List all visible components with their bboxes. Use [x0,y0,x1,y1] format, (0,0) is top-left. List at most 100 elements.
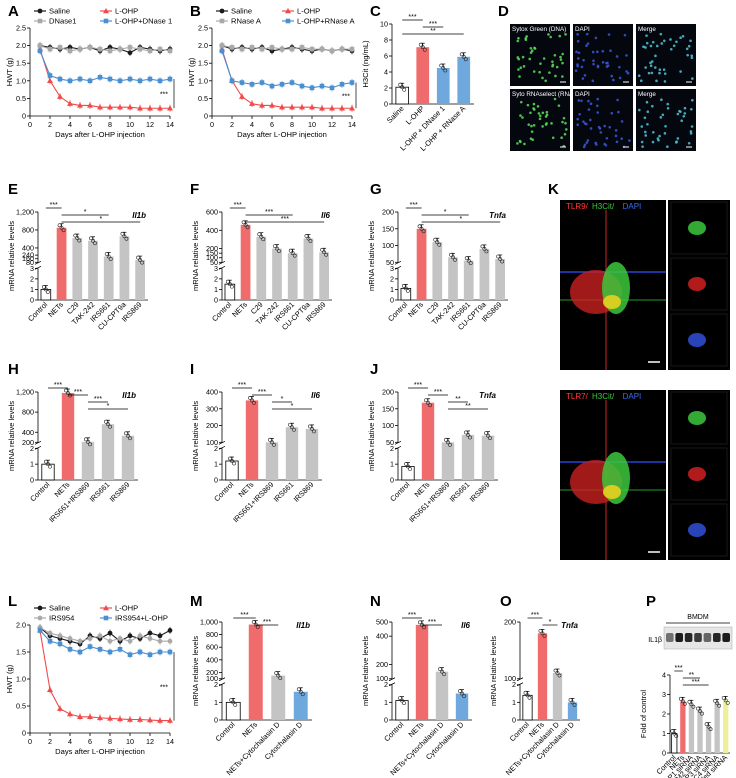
blot-band [675,633,683,642]
cell-signal [538,114,542,118]
replicate-dot [41,285,46,289]
data-point [319,105,325,111]
bar [81,441,95,480]
data-point [67,636,73,641]
bar [436,68,450,104]
cell-signal [656,137,660,140]
replicate-dot [680,699,685,704]
cell-signal [594,36,598,40]
data-point [167,48,173,54]
replicate-dot [525,693,530,698]
microscopy-D-tile: Merge [636,89,696,151]
replicate-dot [696,706,700,711]
bar [421,402,435,480]
cell-signal [576,39,580,43]
data-point [77,713,83,719]
bar [705,726,712,753]
western-protein-label: IL1β [648,637,662,644]
x-category-label: IRS869 [292,480,316,504]
data-point [97,647,103,652]
bar [225,701,241,721]
cell-signal [531,138,534,142]
replicate-dot [44,459,48,464]
data-point [47,46,53,52]
y-tick-label: 1 [30,285,34,294]
y-axis-label: mRNA relative levels [489,636,498,706]
cell-signal [603,124,606,128]
data-point [319,83,325,89]
replicate-dot [300,692,305,697]
replicate-dot [248,395,252,400]
k-title-part: TLR9/ [566,202,589,211]
y-tick-label: 100 [206,438,218,447]
panel-label-A: A [8,3,19,20]
panel-label-D: D [498,3,509,20]
k-title-part: H3Cit/ [592,392,615,401]
replicate-dot [253,622,258,627]
cell-signal [551,136,555,140]
bar [688,704,695,753]
cell-signal [687,141,691,145]
cell-signal [536,105,540,108]
replicate-dot [403,286,408,291]
y-tick-label: 1 [30,460,34,469]
y-tick-label: 1.5 [198,59,208,68]
data-point [167,638,173,644]
y-tick-label: 0 [30,476,34,485]
cell-signal [592,62,595,66]
microscopy-D-tile: DAPI [573,24,633,86]
data-point [127,716,133,722]
y-tick-label: 0 [30,296,34,305]
cell-signal [644,46,647,49]
data-point [87,644,93,649]
data-point [269,83,275,89]
cell-signal [537,112,541,115]
bar [723,700,729,753]
axis-break [388,682,396,687]
cell-signal [595,104,599,108]
data-point [107,649,113,655]
channel-signal [688,221,706,235]
replicate-dot [84,437,88,442]
replicate-dot [424,398,428,403]
x-category-label: NETs [240,720,259,739]
blot-band [694,633,702,642]
replicate-dot [288,422,292,427]
cell-signal [669,47,673,51]
y-tick-label: 0 [384,716,388,725]
y-tick-label: 0.5 [16,94,26,103]
cell-signal [550,122,553,125]
axis-break [34,260,42,265]
panel-label-F: F [190,181,199,198]
y-tick-label: 3 [30,264,34,273]
cell-signal [660,98,663,102]
cell-signal [561,61,564,65]
y-tick-label: 1 [390,460,394,469]
y-tick-label: 0 [204,112,208,121]
axis-break [34,445,42,450]
cell-signal [675,40,678,44]
bar [448,257,458,300]
data-point [77,638,83,644]
cell-signal [609,49,612,52]
cell-signal [516,39,520,43]
data-point [127,50,133,56]
data-point [349,105,355,111]
data-point [137,46,143,52]
replicate-dot [417,224,422,229]
cell-signal [517,57,521,61]
replicate-dot [106,422,110,427]
replicate-dot [251,620,256,624]
panel-label-J: J [370,361,378,378]
x-tick-label: 0 [28,120,32,129]
replicate-dot [275,246,279,251]
data-point [47,77,53,83]
cell-signal [642,45,645,48]
cell-signal [663,39,666,43]
cell-signal [576,117,580,121]
cell-signal [669,38,672,41]
cell-signal [585,32,589,36]
bar [265,442,279,480]
data-point [167,628,173,633]
